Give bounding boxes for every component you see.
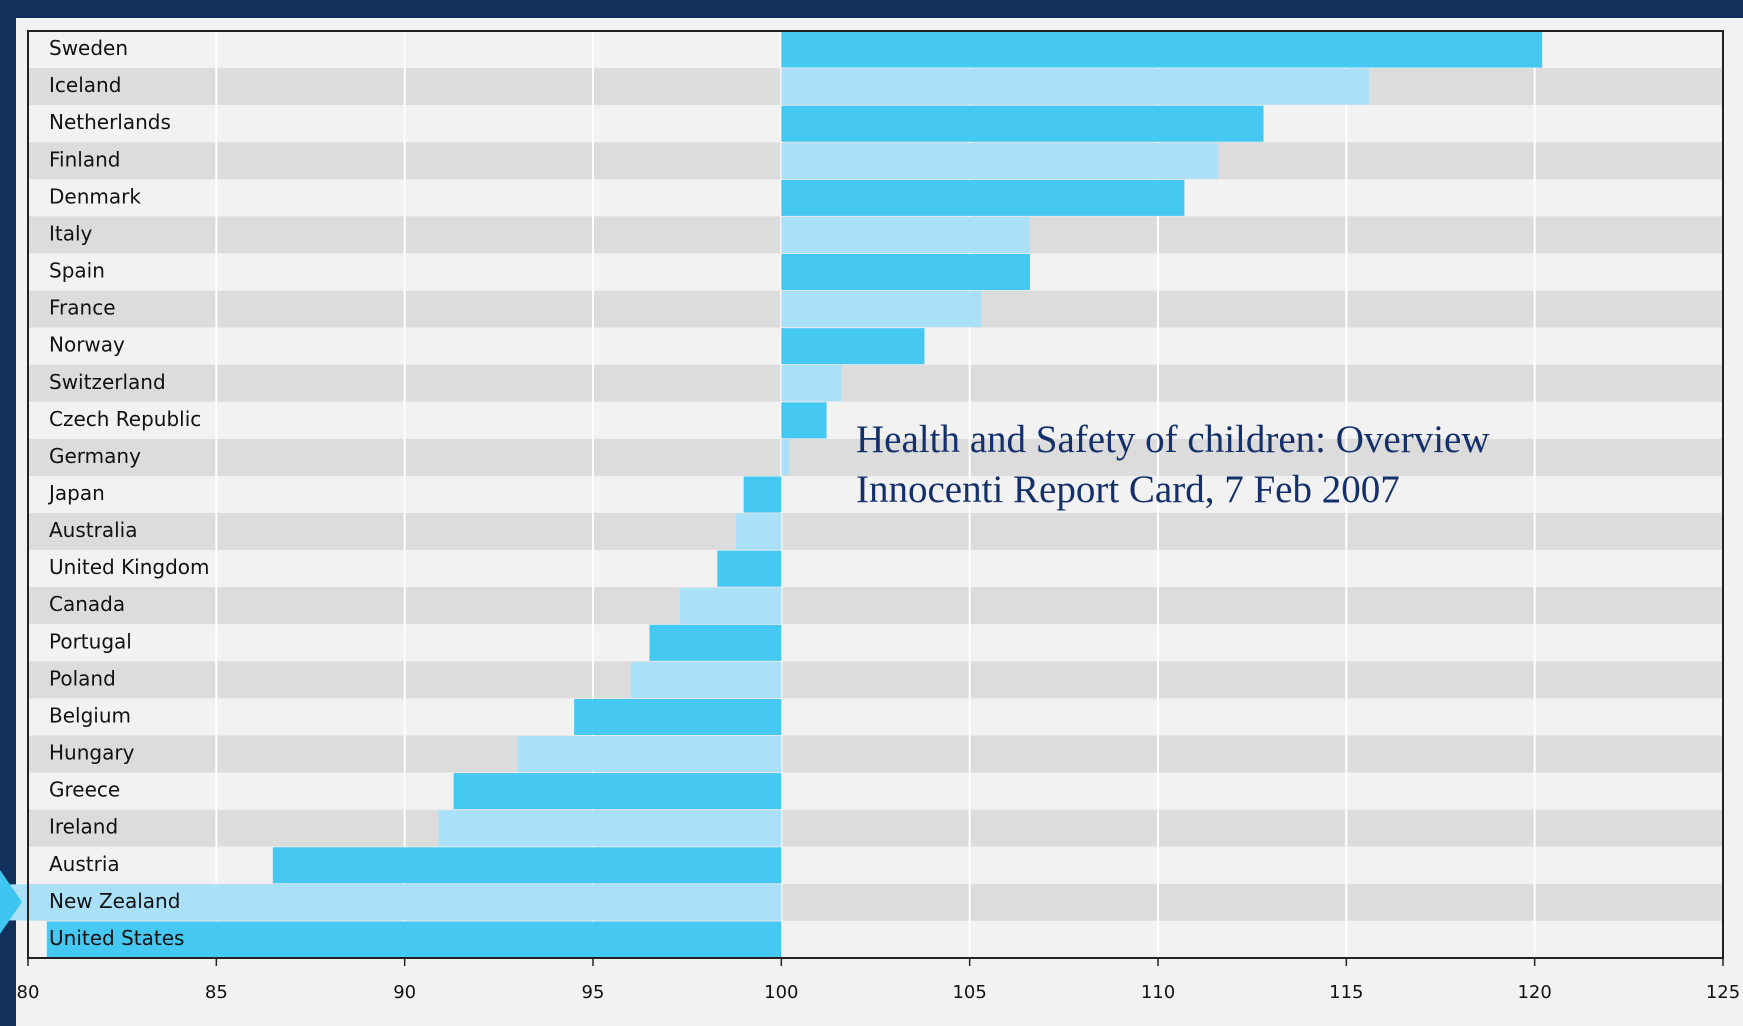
- row-stripe: [28, 809, 1723, 847]
- x-tick-label: 125: [1706, 982, 1740, 1003]
- category-label: New Zealand: [49, 889, 180, 913]
- bar: [679, 587, 782, 624]
- x-tick-label: 120: [1517, 982, 1551, 1003]
- bar: [649, 624, 782, 661]
- bar: [1, 884, 782, 921]
- category-label: Germany: [49, 444, 141, 468]
- bar: [517, 736, 782, 773]
- labels: 80 85 90 95 100 105 110 115 120 125 Sweden Iceland N…: [17, 36, 1741, 1003]
- plot-frame: [27, 30, 1724, 959]
- category-label: Canada: [49, 592, 125, 616]
- arrow-decoration: [0, 870, 22, 934]
- category-label: Finland: [49, 147, 120, 171]
- bar: [736, 513, 782, 550]
- bar: [781, 365, 842, 402]
- bar: [781, 402, 827, 439]
- category-label: Greece: [49, 778, 120, 802]
- row-stripe: [28, 587, 1723, 625]
- category-label: Netherlands: [49, 110, 171, 134]
- row-stripe: [28, 475, 1723, 514]
- category-label: Portugal: [49, 629, 132, 653]
- row-stripe: [28, 698, 1723, 736]
- bar: [438, 810, 782, 847]
- bar: [743, 476, 782, 513]
- x-tick-label: 95: [582, 982, 605, 1003]
- x-tick-label: 85: [205, 982, 228, 1003]
- bar: [781, 68, 1369, 105]
- row-stripe: [28, 513, 1723, 551]
- row-stripe: [28, 550, 1723, 588]
- category-label: Sweden: [49, 36, 128, 60]
- x-tick-label: 115: [1329, 982, 1363, 1003]
- category-label: United Kingdom: [49, 555, 210, 579]
- bar: [272, 847, 782, 884]
- category-label: United States: [49, 926, 184, 950]
- bar: [630, 661, 782, 698]
- bar: [717, 550, 782, 587]
- category-label: Poland: [49, 666, 116, 690]
- bar: [574, 698, 782, 736]
- x-tick-label: 80: [17, 982, 40, 1003]
- x-tick-label: 100: [764, 982, 798, 1003]
- bar: [781, 328, 925, 365]
- category-label: Denmark: [49, 184, 141, 208]
- bar: [781, 439, 789, 476]
- bar: [781, 105, 1264, 142]
- annotation: Health and Safety of children: Overview: [856, 418, 1490, 461]
- category-label: Austria: [49, 852, 120, 876]
- row-stripe: [28, 624, 1723, 662]
- x-tick-label: 105: [952, 982, 986, 1003]
- category-label: Switzerland: [49, 370, 166, 394]
- category-label: Norway: [49, 333, 125, 357]
- bar: [781, 216, 1030, 253]
- bar: [781, 179, 1185, 216]
- bar: [781, 253, 1030, 291]
- row-stripe: [28, 735, 1723, 773]
- bar: [781, 291, 981, 328]
- bar: [46, 921, 782, 958]
- category-label: Australia: [49, 518, 137, 542]
- bar: [781, 142, 1219, 179]
- bar: [453, 773, 782, 810]
- category-label: Hungary: [49, 741, 135, 765]
- x-tick-label: 90: [393, 982, 416, 1003]
- bars: [1, 31, 1543, 958]
- x-tick-label: 110: [1141, 982, 1175, 1003]
- category-label: France: [49, 296, 116, 320]
- category-label: Ireland: [49, 815, 118, 839]
- annotation: Innocenti Report Card, 7 Feb 2007: [856, 468, 1400, 511]
- category-label: Iceland: [49, 73, 121, 97]
- category-label: Spain: [49, 259, 105, 283]
- category-label: Japan: [47, 481, 105, 505]
- row-stripe: [28, 661, 1723, 699]
- row-stripe: [28, 772, 1723, 810]
- row-stripe: [28, 401, 1723, 439]
- category-label: Italy: [49, 221, 93, 245]
- category-label: Belgium: [49, 703, 131, 727]
- row-stripe: [28, 438, 1723, 476]
- bar: [781, 31, 1543, 68]
- category-label: Czech Republic: [49, 407, 201, 431]
- row-stripe: [28, 364, 1723, 402]
